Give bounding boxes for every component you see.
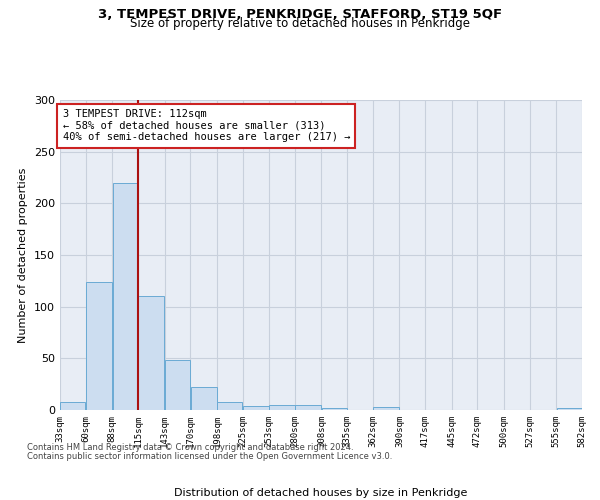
Bar <box>165 360 190 410</box>
Bar <box>295 405 321 410</box>
Text: Contains public sector information licensed under the Open Government Licence v3: Contains public sector information licen… <box>27 452 392 461</box>
Bar <box>217 402 242 410</box>
Bar <box>86 282 112 410</box>
Bar <box>269 405 295 410</box>
Bar <box>243 406 269 410</box>
Bar <box>138 296 164 410</box>
Bar <box>322 408 347 410</box>
Bar <box>60 402 85 410</box>
Bar <box>191 388 217 410</box>
Text: Size of property relative to detached houses in Penkridge: Size of property relative to detached ho… <box>130 18 470 30</box>
Bar <box>373 407 399 410</box>
Text: Distribution of detached houses by size in Penkridge: Distribution of detached houses by size … <box>175 488 467 498</box>
Bar <box>557 408 582 410</box>
Text: 3 TEMPEST DRIVE: 112sqm
← 58% of detached houses are smaller (313)
40% of semi-d: 3 TEMPEST DRIVE: 112sqm ← 58% of detache… <box>62 110 350 142</box>
Text: Contains HM Land Registry data © Crown copyright and database right 2024.: Contains HM Land Registry data © Crown c… <box>27 444 353 452</box>
Text: 3, TEMPEST DRIVE, PENKRIDGE, STAFFORD, ST19 5QF: 3, TEMPEST DRIVE, PENKRIDGE, STAFFORD, S… <box>98 8 502 20</box>
Bar <box>113 182 138 410</box>
Y-axis label: Number of detached properties: Number of detached properties <box>19 168 28 342</box>
